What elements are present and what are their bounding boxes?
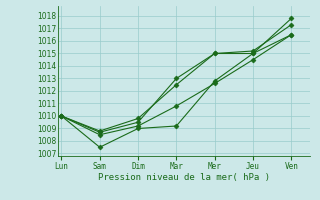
X-axis label: Pression niveau de la mer( hPa ): Pression niveau de la mer( hPa ) <box>98 173 270 182</box>
